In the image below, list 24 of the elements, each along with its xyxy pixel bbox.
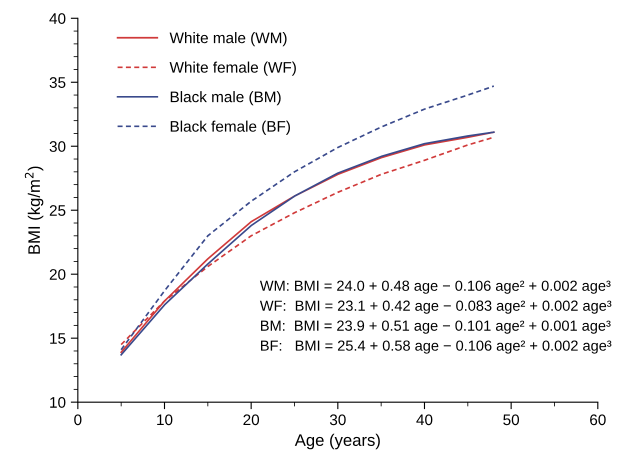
x-tick-label: 60	[590, 414, 606, 426]
annotation: WM: BMI = 24.0 + 0.48 age − 0.106 age² + 0.002 age³	[260, 280, 611, 294]
y-tick-label: 40	[49, 13, 66, 24]
y-tick-label: 10	[50, 397, 66, 408]
legend-label: White male (WM)	[170, 32, 287, 46]
annotation: BM: BMI = 23.9 + 0.51 age − 0.101 age² + 0.001 age³	[261, 320, 611, 334]
legend-label: Black male (BM)	[170, 91, 281, 106]
x-tick-label: 30	[330, 414, 346, 426]
x-tick-label: 50	[503, 414, 520, 426]
y-tick-label: 15	[50, 333, 66, 344]
annotation: BF: BMI = 25.4 + 0.58 age − 0.106 age² + 0.002 age³	[261, 340, 612, 354]
y-tick-label: 20	[50, 269, 66, 280]
legend-label: White female (WF)	[170, 62, 296, 76]
y-tick-label: 35	[50, 77, 66, 88]
annotation: WF: BMI = 23.1 + 0.42 age − 0.083 age² + 0.002 age³	[260, 300, 612, 314]
x-axis-title: Age (years)	[294, 434, 380, 450]
y-axis-title: BMI (kg/m$^{2}$)	[24, 166, 44, 254]
y-tick-label: 30	[50, 141, 66, 152]
y-tick-label: 25	[50, 205, 66, 216]
legend-label: Black female (BF)	[170, 120, 290, 135]
x-tick-label: 20	[243, 414, 260, 426]
x-tick-label: 10	[157, 414, 172, 426]
x-tick-label: 40	[416, 414, 432, 426]
x-tick-label: 0	[74, 414, 82, 426]
